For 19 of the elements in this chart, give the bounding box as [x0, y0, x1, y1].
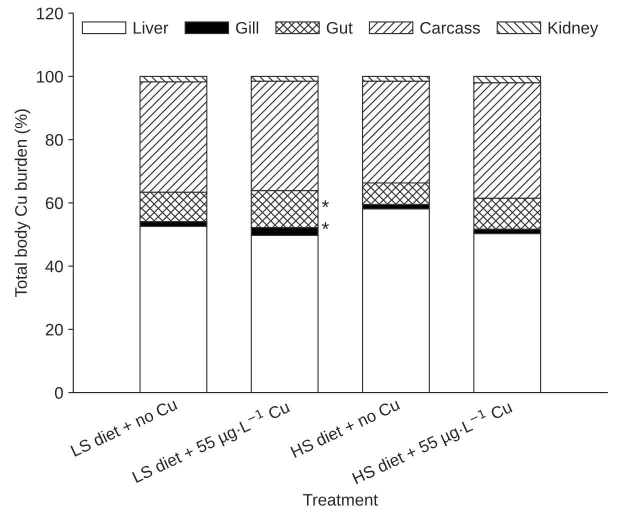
legend-label: Kidney	[548, 22, 598, 38]
bar	[473, 233, 542, 393]
legend-label: Liver	[134, 22, 168, 34]
bar	[139, 226, 208, 393]
x-axis-title: Treatment	[303, 494, 378, 506]
legend-label: Gill	[236, 22, 258, 34]
annotation: *	[322, 200, 329, 208]
y-tick-label: 100	[37, 70, 63, 83]
y-tick-label: 20	[46, 324, 63, 336]
y-tick-label: 0	[54, 387, 63, 399]
y-tick-label: 40	[45, 260, 63, 272]
legend-label: Carcass	[420, 22, 480, 34]
y-tick-label: 80	[46, 134, 63, 146]
y-axis-title: Total body Cu burden (%)	[14, 109, 30, 298]
annotation: *	[322, 222, 329, 230]
y-tick-label: 120	[37, 8, 63, 20]
y-tick-label: 60	[46, 197, 63, 210]
bar	[362, 208, 430, 393]
legend-label: Gut	[326, 22, 353, 34]
